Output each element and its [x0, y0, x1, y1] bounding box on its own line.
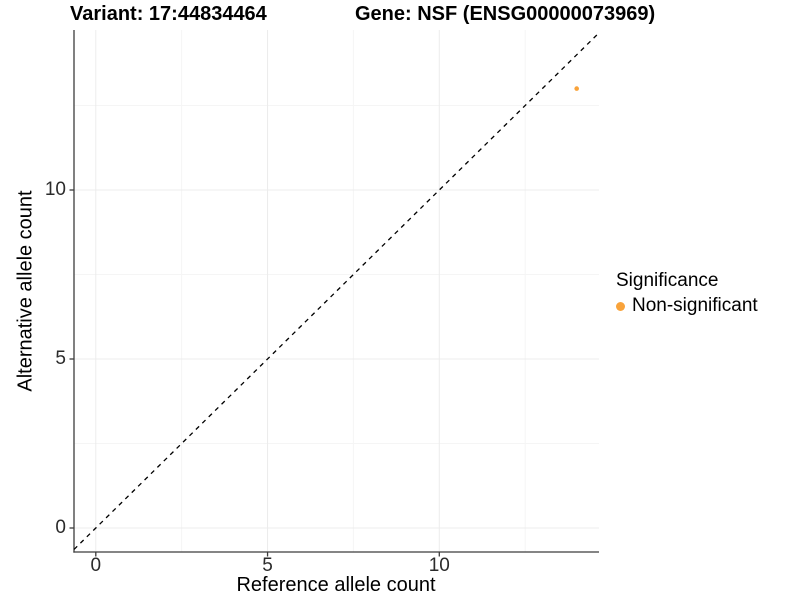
- y-tick-label: 5: [55, 348, 66, 369]
- legend-title: Significance: [616, 270, 719, 291]
- identity-line: [73, 32, 600, 550]
- x-axis-title: Reference allele count: [236, 574, 436, 596]
- plot-title-variant: Variant: 17:44834464: [70, 3, 267, 25]
- y-tick-label: 10: [44, 179, 66, 200]
- y-tick-label: 0: [55, 517, 66, 538]
- x-tick-label: 10: [428, 555, 450, 576]
- plot-title-gene: Gene: NSF (ENSG00000073969): [355, 3, 656, 25]
- data-point: [574, 86, 579, 91]
- legend-point-icon: [616, 301, 625, 311]
- x-tick-label: 0: [90, 555, 102, 576]
- x-tick-label: 5: [262, 555, 273, 576]
- legend: Significance Non-significant: [616, 270, 758, 317]
- legend-item: Non-significant: [616, 295, 758, 317]
- legend-item-label: Non-significant: [632, 295, 758, 316]
